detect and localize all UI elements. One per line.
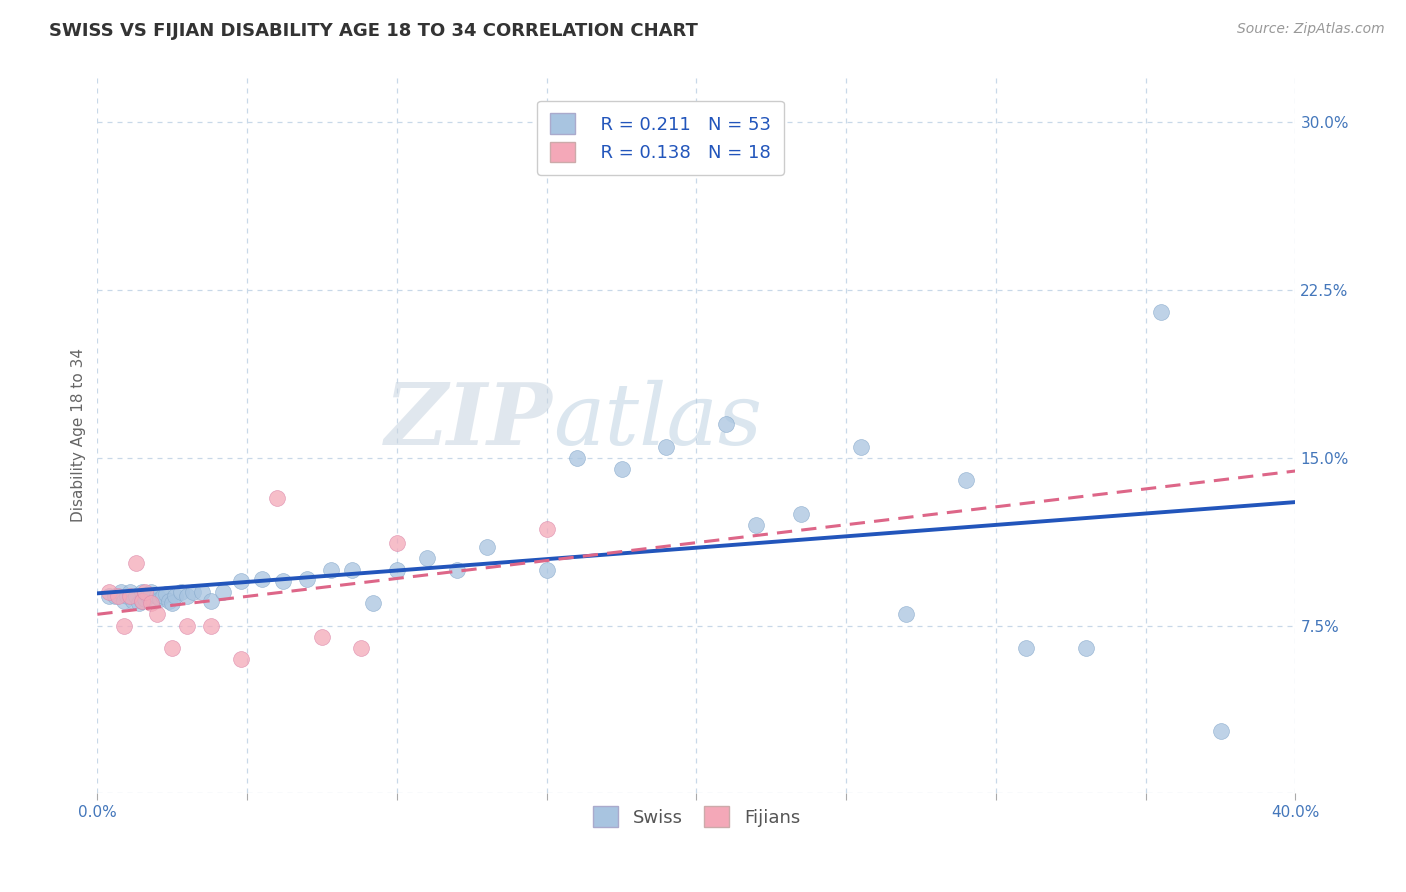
Point xyxy=(98,590,121,604)
Point xyxy=(790,507,813,521)
Text: atlas: atlas xyxy=(553,380,762,462)
Point xyxy=(250,572,273,586)
Point xyxy=(104,590,127,604)
Point xyxy=(295,572,318,586)
Legend: Swiss, Fijians: Swiss, Fijians xyxy=(585,799,807,834)
Point xyxy=(170,585,193,599)
Point xyxy=(319,563,342,577)
Y-axis label: Disability Age 18 to 34: Disability Age 18 to 34 xyxy=(72,349,86,523)
Point xyxy=(165,590,187,604)
Point xyxy=(955,473,977,487)
Point xyxy=(266,491,288,505)
Point xyxy=(117,590,139,604)
Point xyxy=(446,563,468,577)
Point xyxy=(311,630,333,644)
Point xyxy=(475,541,498,555)
Text: ZIP: ZIP xyxy=(385,379,553,463)
Point xyxy=(136,590,159,604)
Point xyxy=(565,450,588,465)
Point xyxy=(191,585,214,599)
Point xyxy=(141,585,163,599)
Point xyxy=(120,590,142,604)
Point xyxy=(134,591,156,606)
Point xyxy=(112,594,135,608)
Point xyxy=(155,587,177,601)
Point xyxy=(149,591,172,606)
Point xyxy=(655,440,678,454)
Point xyxy=(350,640,373,655)
Point xyxy=(146,590,169,604)
Point xyxy=(157,594,180,608)
Point xyxy=(229,652,252,666)
Point xyxy=(160,596,183,610)
Point xyxy=(131,594,153,608)
Point xyxy=(152,590,174,604)
Point xyxy=(229,574,252,588)
Text: Source: ZipAtlas.com: Source: ZipAtlas.com xyxy=(1237,22,1385,37)
Point xyxy=(610,462,633,476)
Point xyxy=(131,594,153,608)
Point xyxy=(536,563,558,577)
Point xyxy=(340,563,363,577)
Point xyxy=(1209,723,1232,738)
Point xyxy=(176,618,198,632)
Point xyxy=(110,585,132,599)
Point xyxy=(134,585,156,599)
Point xyxy=(1015,640,1038,655)
Point xyxy=(536,522,558,536)
Point xyxy=(181,585,204,599)
Point xyxy=(146,607,169,622)
Point xyxy=(125,556,148,570)
Point xyxy=(176,590,198,604)
Point xyxy=(1150,305,1173,319)
Point xyxy=(200,594,222,608)
Point xyxy=(385,563,408,577)
Point xyxy=(212,585,235,599)
Point xyxy=(271,574,294,588)
Text: SWISS VS FIJIAN DISABILITY AGE 18 TO 34 CORRELATION CHART: SWISS VS FIJIAN DISABILITY AGE 18 TO 34 … xyxy=(49,22,699,40)
Point xyxy=(112,618,135,632)
Point xyxy=(128,596,150,610)
Point xyxy=(1074,640,1097,655)
Point xyxy=(849,440,872,454)
Point xyxy=(98,585,121,599)
Point xyxy=(141,596,163,610)
Point xyxy=(385,535,408,549)
Point xyxy=(125,590,148,604)
Point xyxy=(160,640,183,655)
Point xyxy=(107,590,129,604)
Point xyxy=(143,594,166,608)
Point xyxy=(131,585,153,599)
Point xyxy=(894,607,917,622)
Point xyxy=(361,596,384,610)
Point xyxy=(122,594,145,608)
Point xyxy=(120,585,142,599)
Point xyxy=(745,517,768,532)
Point xyxy=(716,417,738,432)
Point xyxy=(416,551,439,566)
Point xyxy=(200,618,222,632)
